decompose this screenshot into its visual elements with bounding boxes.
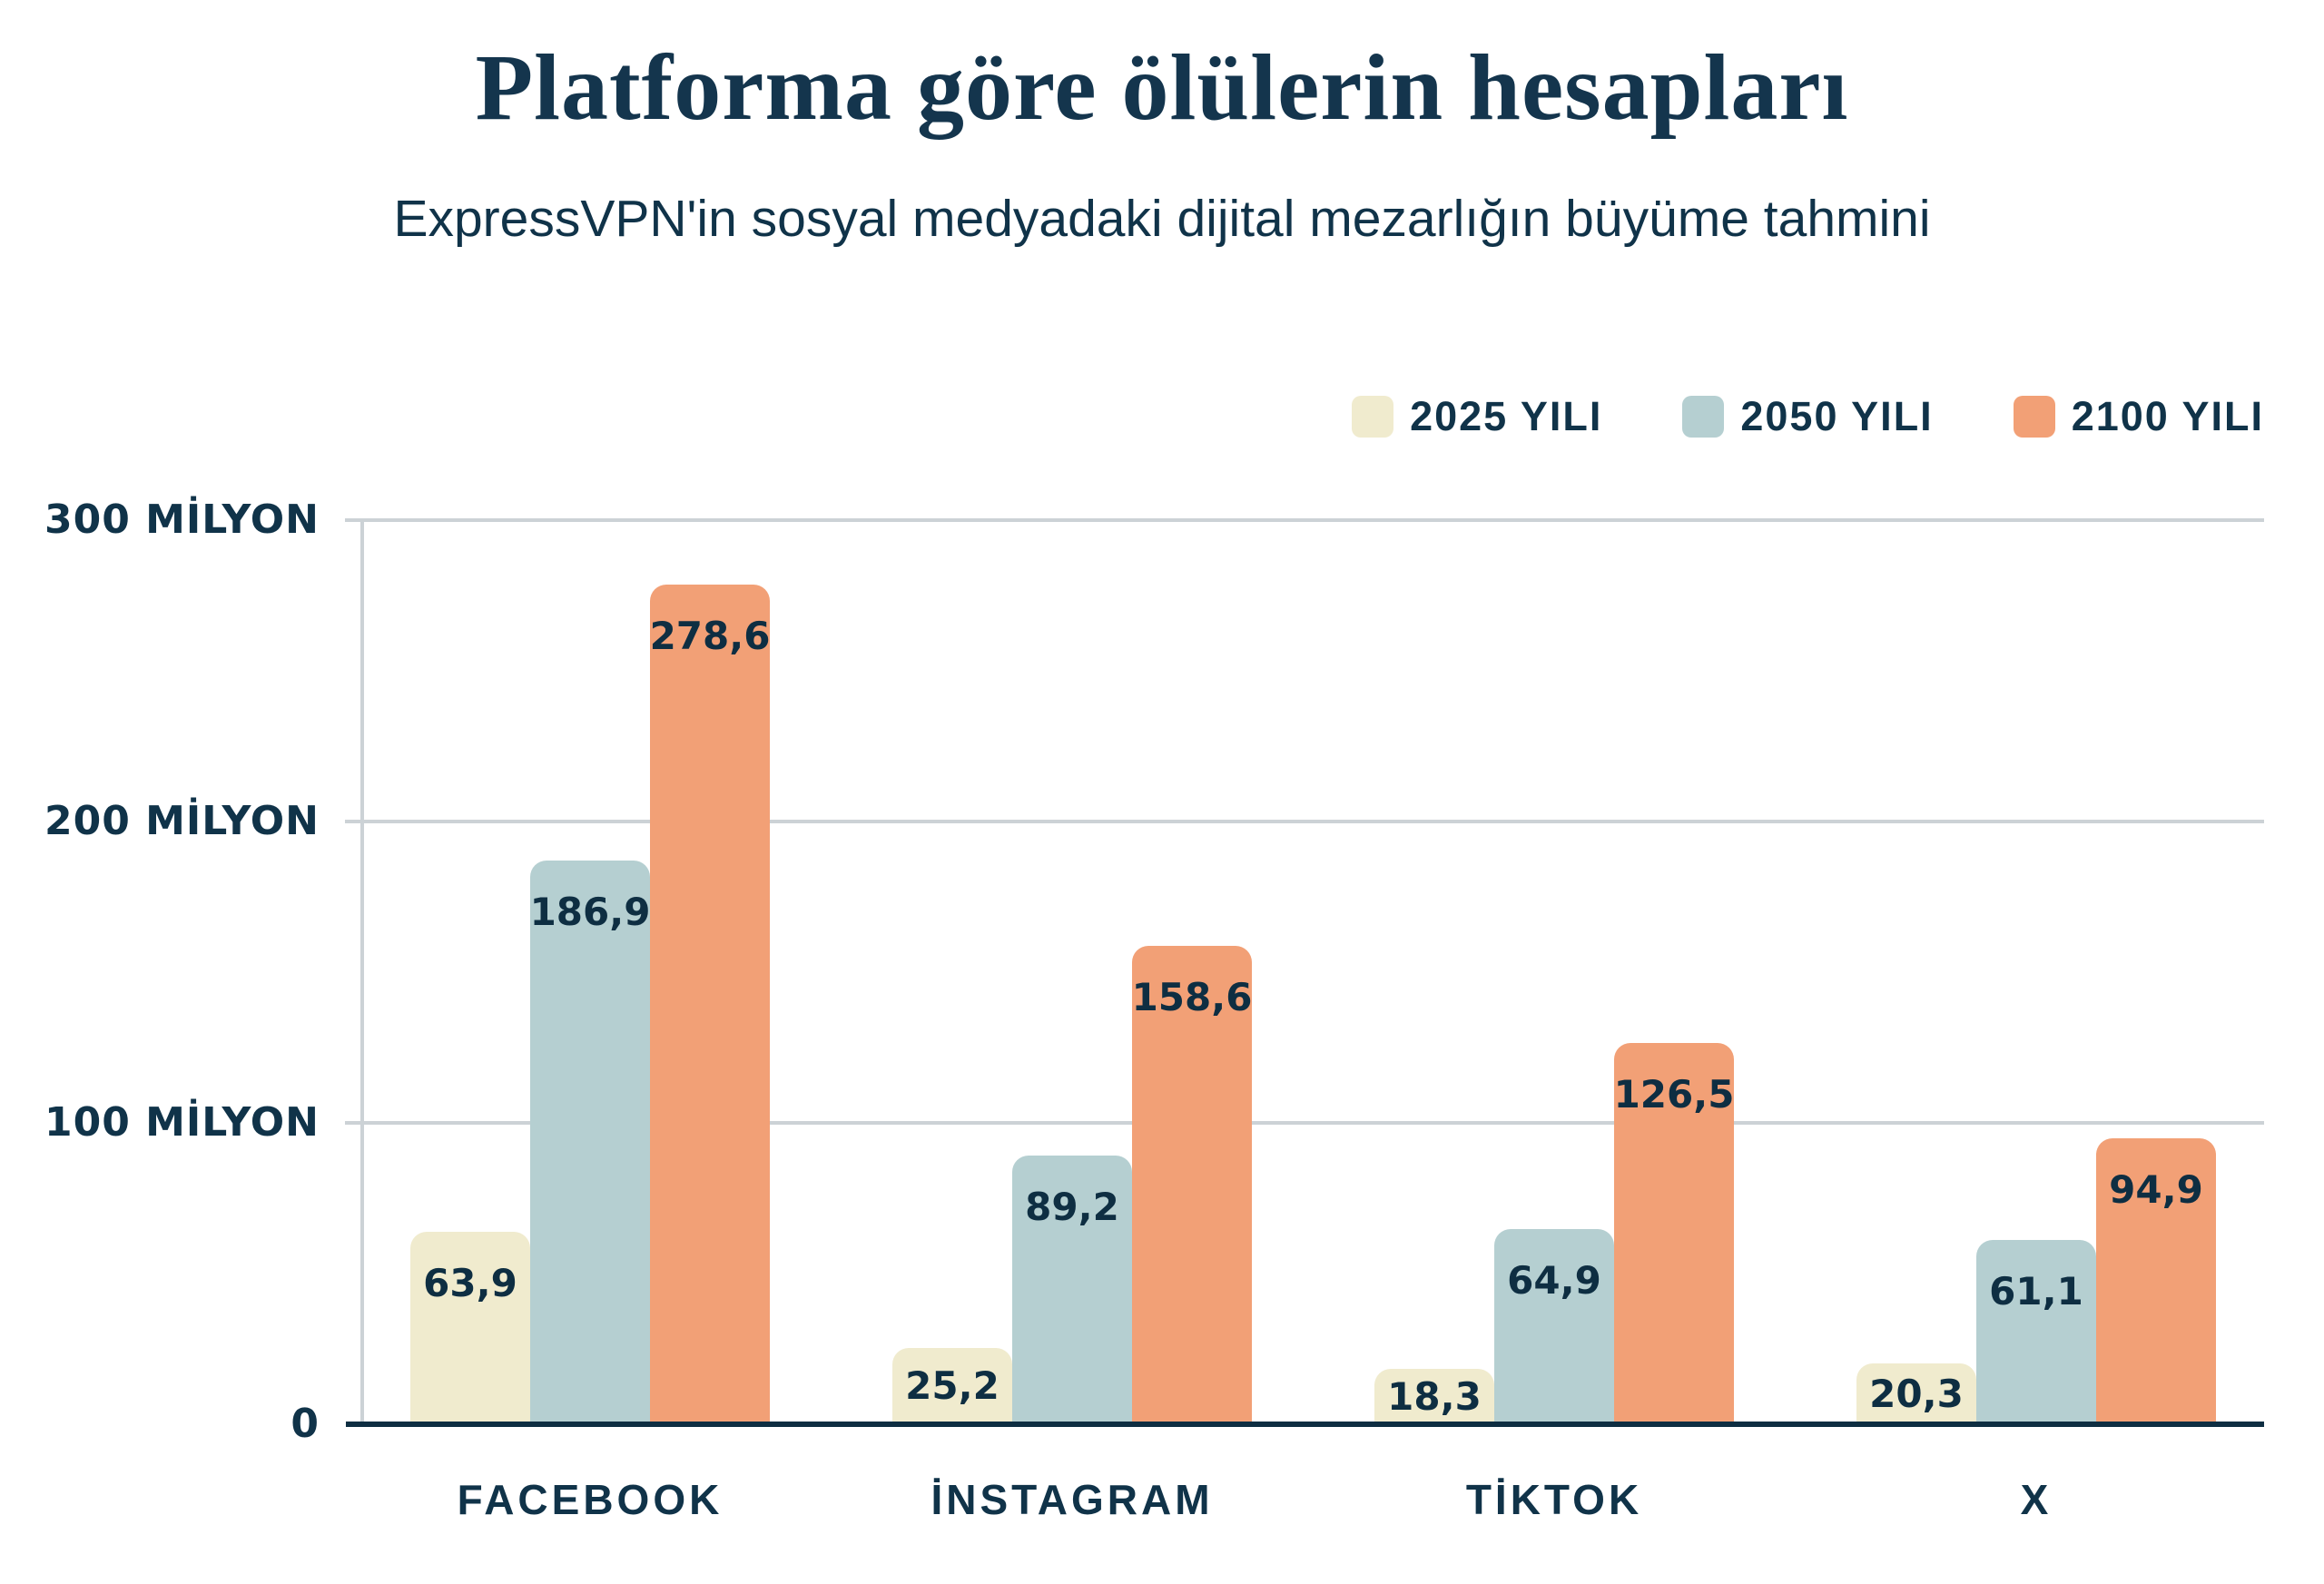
legend-item-2100-yili: 2100 YILI: [2013, 393, 2264, 440]
bar-value-ti-ktok-2025-yili: 18,3: [1387, 1373, 1482, 1419]
bar-value-facebook-2100-yili: 278,6: [649, 614, 771, 658]
bar-value-x-2050-yili: 61,1: [1989, 1269, 2083, 1313]
category-label-facebook: FACEBOOK: [457, 1476, 724, 1523]
bar-value-x-2100-yili: 94,9: [2109, 1167, 2203, 1212]
y-axis-label-0: 0: [290, 1401, 320, 1447]
bar-x-2050-yili: [1976, 1240, 2096, 1424]
category-label-ti-ktok: TİKTOK: [1465, 1476, 1643, 1523]
bar-value-i-nstagram-2050-yili: 89,2: [1025, 1185, 1119, 1229]
bar-i-nstagram-2025-yili: [892, 1348, 1012, 1424]
legend-label-2100-yili: 2100 YILI: [2071, 393, 2264, 439]
chart-subtitle: ExpressVPN'in sosyal medyadaki dijital m…: [393, 190, 1931, 248]
legend-label-2050-yili: 2050 YILI: [1740, 393, 1934, 439]
chart-title: Platforma göre ölülerin hesapları: [475, 35, 1849, 140]
y-tick-100: [345, 1121, 378, 1125]
bar-facebook-2050-yili: [530, 861, 650, 1424]
bar-value-x-2025-yili: 20,3: [1869, 1371, 1964, 1416]
y-axis-label-200: 200 MİLYON: [44, 798, 320, 844]
y-axis-line: [360, 520, 364, 1424]
legend-swatch-2100-yili: [2013, 396, 2055, 438]
bar-i-nstagram-2050-yili: [1012, 1156, 1132, 1424]
y-axis-label-300: 300 MİLYON: [44, 497, 320, 543]
legend-swatch-2050-yili: [1682, 396, 1725, 438]
gridline-100: [361, 1121, 2264, 1125]
bar-value-facebook-2025-yili: 63,9: [423, 1261, 517, 1305]
y-axis-label-100: 100 MİLYON: [44, 1099, 320, 1146]
y-tick-200: [345, 820, 378, 823]
gridline-200: [361, 820, 2264, 823]
bar-value-i-nstagram-2100-yili: 158,6: [1131, 975, 1253, 1019]
bar-value-facebook-2050-yili: 186,9: [529, 890, 651, 934]
bar-ti-ktok-2100-yili: [1614, 1043, 1734, 1424]
legend-swatch-2025-yili: [1352, 396, 1394, 438]
bar-ti-ktok-2025-yili: [1374, 1369, 1494, 1424]
bar-value-ti-ktok-2050-yili: 64,9: [1507, 1258, 1601, 1303]
bar-facebook-2100-yili: [650, 585, 770, 1424]
x-axis-baseline: [346, 1422, 2264, 1427]
bar-ti-ktok-2050-yili: [1494, 1229, 1614, 1424]
legend-item-2050-yili: 2050 YILI: [1682, 393, 1933, 440]
bar-x-2025-yili: [1856, 1363, 1976, 1424]
bar-value-ti-ktok-2100-yili: 126,5: [1613, 1072, 1735, 1117]
legend-item-2025-yili: 2025 YILI: [1352, 393, 1602, 440]
bar-i-nstagram-2100-yili: [1132, 946, 1252, 1424]
bar-x-2100-yili: [2096, 1138, 2216, 1424]
legend: 2025 YILI 2050 YILI 2100 YILI: [1352, 393, 2264, 440]
category-label-x: X: [2020, 1476, 2053, 1523]
bar-facebook-2025-yili: [410, 1232, 530, 1424]
bar-value-i-nstagram-2025-yili: 25,2: [905, 1363, 1000, 1408]
gridline-300: [361, 518, 2264, 522]
category-label-i-nstagram: İNSTAGRAM: [931, 1476, 1214, 1523]
y-tick-300: [345, 518, 378, 522]
legend-label-2025-yili: 2025 YILI: [1410, 393, 1603, 439]
